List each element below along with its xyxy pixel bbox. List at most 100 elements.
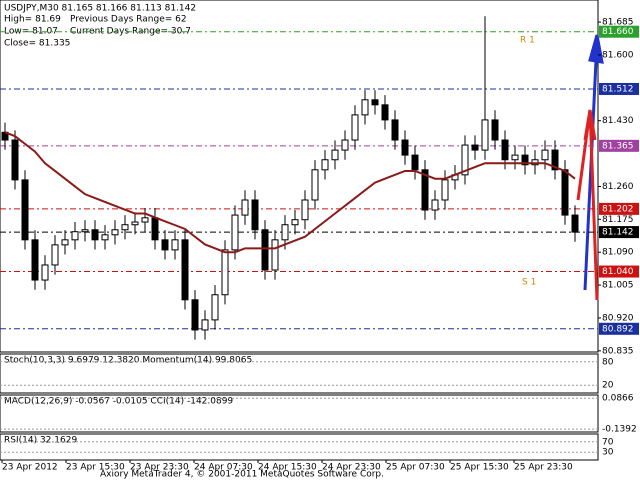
info: Previous Days Range= 62: [70, 15, 187, 25]
footer: Axiory MetaTrader 4, © 2001-2011 MetaQuo…: [100, 470, 384, 480]
level-box: [599, 202, 639, 215]
candle-body: [481, 119, 489, 151]
candle-body: [431, 199, 439, 211]
candle-body: [61, 239, 69, 246]
plot-frame: [0, 0, 599, 353]
candle-body: [341, 139, 349, 151]
candle-body: [121, 224, 129, 231]
level-label: 81.660: [602, 27, 634, 37]
x-tick-label: 23 Apr 23:30: [130, 463, 189, 473]
x-tick-label: 23 Apr 15:30: [66, 463, 125, 473]
candle-body: [131, 221, 139, 226]
candle-body: [321, 159, 329, 171]
candle-body: [381, 104, 389, 121]
candle-body: [421, 169, 429, 211]
candle-body: [571, 214, 579, 233]
candle-body: [31, 239, 39, 281]
candle-body: [441, 179, 449, 201]
candle-body: [141, 217, 149, 223]
level-box: [599, 322, 639, 335]
candle-body: [51, 244, 59, 266]
candle-body: [371, 99, 379, 106]
level-box: [599, 226, 639, 239]
candle-body: [461, 144, 469, 176]
candle-body: [261, 229, 269, 271]
info: High= 81.69: [4, 15, 61, 25]
level-label: 80.892: [602, 324, 634, 334]
candle-body: [151, 217, 159, 241]
pane-frame: [0, 433, 599, 461]
candle-body: [171, 239, 179, 251]
level-box: [599, 139, 639, 152]
candle-body: [361, 99, 369, 116]
candle-body: [41, 264, 49, 281]
annotation: S 1: [522, 278, 536, 288]
candle-body: [411, 154, 419, 171]
candle-body: [391, 119, 399, 141]
candle-body: [201, 319, 209, 331]
candle-body: [91, 229, 99, 241]
pane-title: MACD(12,26,9) -0.0567 -0.0105 CCI(14) -1…: [4, 397, 233, 407]
candle-body: [241, 199, 249, 216]
pane-frame: [0, 394, 599, 433]
candle-body: [331, 149, 339, 161]
candle-body: [271, 239, 279, 271]
y-tick-label: 81.005: [602, 281, 634, 291]
y-tick-label: 81.685: [602, 18, 634, 28]
candle-body: [511, 154, 519, 161]
candle-body: [11, 139, 19, 181]
candle-body: [71, 231, 79, 241]
candle-body: [81, 229, 89, 233]
level-label: 81.365: [602, 141, 634, 151]
level-box: [599, 265, 639, 278]
x-tick-label: 24 Apr 07:30: [194, 463, 253, 473]
y-tick-label: 81.260: [602, 182, 634, 192]
pane-tick-label: -0.1392: [602, 425, 637, 435]
level-box: [599, 25, 639, 38]
candle-body: [401, 139, 409, 156]
candle-body: [161, 239, 169, 251]
x-tick-label: 25 Apr 07:30: [386, 463, 445, 473]
pane-title: Stoch(10,3,3) 9.6979 12.3820 Momentum(14…: [4, 356, 252, 366]
annotation: R 1: [520, 36, 535, 46]
candle-body: [101, 234, 109, 241]
candle-body: [311, 169, 319, 201]
symbol-line: USDJPY,M30 81.165 81.166 81.113 81.142: [4, 4, 196, 14]
candle-body: [551, 149, 559, 171]
candle-body: [211, 294, 219, 321]
pane-tick-label: 30: [602, 448, 614, 458]
info: Close= 81.335: [4, 39, 70, 49]
candle-body: [301, 199, 309, 221]
candle-body: [281, 224, 289, 241]
candle-body: [291, 219, 299, 226]
candle-body: [561, 169, 569, 216]
level-box: [599, 82, 639, 95]
x-tick-label: 25 Apr 23:30: [514, 463, 573, 473]
y-tick-label: 80.835: [602, 346, 634, 356]
x-tick-label: 25 Apr 15:30: [450, 463, 509, 473]
pane-tick-label: 70: [602, 437, 614, 447]
candle-body: [491, 119, 499, 141]
candle-body: [351, 114, 359, 141]
arrow: [576, 109, 599, 301]
level-label: 81.142: [602, 228, 634, 238]
y-tick-label: 80.920: [602, 313, 634, 323]
x-tick-label: 24 Apr 23:30: [322, 463, 381, 473]
x-tick-label: 23 Apr 2012: [2, 463, 58, 473]
level-label: 81.512: [602, 84, 634, 94]
candle-body: [181, 239, 189, 301]
candle-body: [541, 149, 549, 161]
pane-tick-label: 20: [602, 381, 614, 391]
pane-tick-label: 0.0866: [602, 394, 634, 404]
candle-body: [191, 299, 199, 331]
candle-body: [501, 139, 509, 161]
candle-body: [231, 214, 239, 251]
y-tick-label: 81.430: [602, 116, 634, 126]
candle-body: [251, 199, 259, 231]
pane-title: RSI(14) 32.1629: [4, 436, 77, 446]
level-label: 81.202: [602, 204, 634, 214]
candle-body: [111, 229, 119, 236]
candle-body: [221, 249, 229, 296]
level-label: 81.040: [602, 267, 634, 277]
